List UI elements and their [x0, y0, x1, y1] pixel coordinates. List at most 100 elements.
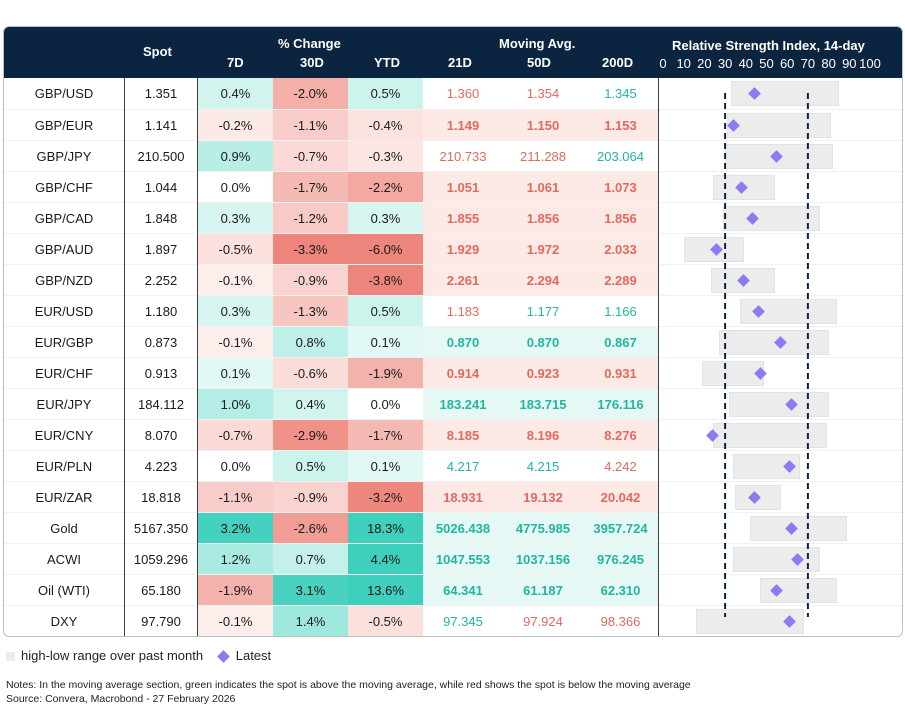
- table-row: EUR/ZAR 18.818 -1.1% -0.9% -3.2% 18.931 19.132…: [4, 481, 902, 513]
- ma21-cell: 0.870: [423, 327, 503, 358]
- ma50-cell: 211.288: [503, 141, 583, 172]
- ma200-cell: 8.276: [583, 420, 658, 451]
- ytd-cell: -0.3%: [348, 141, 423, 172]
- d30-cell: -1.7%: [273, 172, 348, 203]
- d7-cell: 0.9%: [198, 141, 273, 172]
- d7-cell: 0.0%: [198, 172, 273, 203]
- ytd-cell: -1.9%: [348, 358, 423, 389]
- rsi-title: Relative Strength Index, 14-day: [672, 38, 865, 53]
- rsi-axis: 0 10 20 30 40 50 60 70 80 90 100: [659, 56, 880, 71]
- ma21-cell: 183.241: [423, 389, 503, 420]
- legend-range-swatch: [6, 652, 15, 662]
- ma200-cell: 0.931: [583, 358, 658, 389]
- spot-cell: 97.790: [141, 614, 181, 629]
- ytd-cell: 0.3%: [348, 203, 423, 234]
- pct-change-header: % Change: [278, 36, 341, 51]
- spot-cell: 1.180: [144, 304, 178, 319]
- table-row: ACWI 1059.296 1.2% 0.7% 4.4% 1047.553 1037.156…: [4, 543, 902, 575]
- ytd-cell: -3.8%: [348, 265, 423, 296]
- d30-cell: -2.0%: [273, 78, 348, 109]
- notes-text: Notes: In the moving average section, gr…: [6, 679, 691, 691]
- source-text: Source: Convera, Macrobond - 27 February…: [6, 692, 236, 705]
- legend-latest-label: Latest: [235, 648, 272, 663]
- ma200-cell: 4.242: [583, 451, 658, 482]
- name-cell: EUR/CNY: [34, 428, 94, 443]
- ma200-cell: 2.289: [583, 265, 658, 296]
- rsi-range-bar: [749, 516, 848, 541]
- ma200-cell: 20.042: [583, 482, 658, 513]
- rsi-range-bar: [727, 113, 831, 138]
- table-row: GBP/JPY 210.500 0.9% -0.7% -0.3% 210.733 211.2…: [4, 140, 902, 172]
- divider-after-spot: [197, 78, 198, 636]
- table-header: Spot % Change 7D 30D YTD Moving Avg. 21D…: [4, 27, 902, 78]
- rsi-tick-label: 40: [739, 56, 753, 71]
- d7-cell: 0.4%: [198, 78, 273, 109]
- ytd-cell: 18.3%: [348, 513, 423, 544]
- ma21-cell: 64.341: [423, 575, 503, 606]
- d7-cell: 0.1%: [198, 358, 273, 389]
- ma50-cell: 2.294: [503, 265, 583, 296]
- ma50-cell: 4775.985: [503, 513, 583, 544]
- ma200-cell: 976.245: [583, 544, 658, 575]
- ma21-cell: 0.914: [423, 358, 503, 389]
- ma200-cell: 3957.724: [583, 513, 658, 544]
- d30-header: 30D: [300, 55, 324, 70]
- name-cell: GBP/NZD: [35, 273, 93, 288]
- table-row: GBP/USD 1.351 0.4% -2.0% 0.5% 1.360 1.354 1.345: [4, 78, 902, 109]
- ytd-cell: -3.2%: [348, 482, 423, 513]
- name-cell: GBP/JPY: [36, 149, 92, 164]
- notes: Notes: In the moving average section, gr…: [6, 679, 691, 706]
- spot-cell: 0.913: [144, 366, 178, 381]
- spot-header: Spot: [143, 44, 172, 59]
- spot-cell: 210.500: [137, 149, 185, 164]
- spot-cell: 1.044: [144, 180, 178, 195]
- d7-header: 7D: [227, 55, 244, 70]
- table-row: GBP/CHF 1.044 0.0% -1.7% -2.2% 1.051 1.061 1.07…: [4, 171, 902, 203]
- d7-cell: -0.2%: [198, 110, 273, 141]
- d7-cell: -0.1%: [198, 606, 273, 636]
- d30-cell: 0.8%: [273, 327, 348, 358]
- ma50-cell: 4.215: [503, 451, 583, 482]
- ma50-header: 50D: [527, 55, 551, 70]
- ma21-cell: 5026.438: [423, 513, 503, 544]
- table-row: Gold 5167.350 3.2% -2.6% 18.3% 5026.438 4775.9…: [4, 512, 902, 544]
- d7-cell: 0.3%: [198, 203, 273, 234]
- table-row: EUR/GBP 0.873 -0.1% 0.8% 0.1% 0.870 0.870 0.867: [4, 326, 902, 358]
- table-row: Oil (WTI) 65.180 -1.9% 3.1% 13.6% 64.341 61.18…: [4, 574, 902, 606]
- name-cell: Oil (WTI): [38, 583, 90, 598]
- d7-cell: -0.7%: [198, 420, 273, 451]
- d30-cell: -2.9%: [273, 420, 348, 451]
- spot-cell: 1.141: [144, 118, 178, 133]
- rsi-range-bar: [733, 547, 821, 572]
- ma50-cell: 183.715: [503, 389, 583, 420]
- d30-cell: -3.3%: [273, 234, 348, 265]
- name-cell: EUR/CHF: [35, 366, 93, 381]
- name-cell: ACWI: [47, 552, 81, 567]
- ma50-cell: 19.132: [503, 482, 583, 513]
- ytd-cell: 13.6%: [348, 575, 423, 606]
- spot-cell: 1.897: [144, 242, 178, 257]
- rsi-tick-label: 30: [718, 56, 732, 71]
- ytd-cell: -1.7%: [348, 420, 423, 451]
- legend-latest-marker: [216, 650, 230, 663]
- spot-cell: 18.818: [141, 490, 181, 505]
- ma21-cell: 1.051: [423, 172, 503, 203]
- d30-cell: -0.7%: [273, 141, 348, 172]
- ma50-cell: 61.187: [503, 575, 583, 606]
- d30-cell: 0.5%: [273, 451, 348, 482]
- ma21-cell: 1.929: [423, 234, 503, 265]
- spot-cell: 1059.296: [133, 552, 189, 567]
- legend: high-low range over past month Latest: [6, 648, 271, 663]
- d7-cell: 3.2%: [198, 513, 273, 544]
- name-cell: GBP/AUD: [34, 242, 94, 257]
- rsi-tick-label: 50: [759, 56, 773, 71]
- table-row: EUR/CNY 8.070 -0.7% -2.9% -1.7% 8.185 8.196 8.2…: [4, 419, 902, 451]
- ma50-cell: 1.177: [503, 296, 583, 327]
- rsi-range-bar: [729, 392, 829, 417]
- name-cell: EUR/GBP: [34, 335, 94, 350]
- rsi-range-bar: [718, 330, 829, 355]
- table-row: EUR/USD 1.180 0.3% -1.3% 0.5% 1.183 1.177 1.166: [4, 295, 902, 327]
- table-row: GBP/NZD 2.252 -0.1% -0.9% -3.8% 2.261 2.294 2.2…: [4, 264, 902, 296]
- d30-cell: -0.9%: [273, 482, 348, 513]
- d7-cell: -0.5%: [198, 234, 273, 265]
